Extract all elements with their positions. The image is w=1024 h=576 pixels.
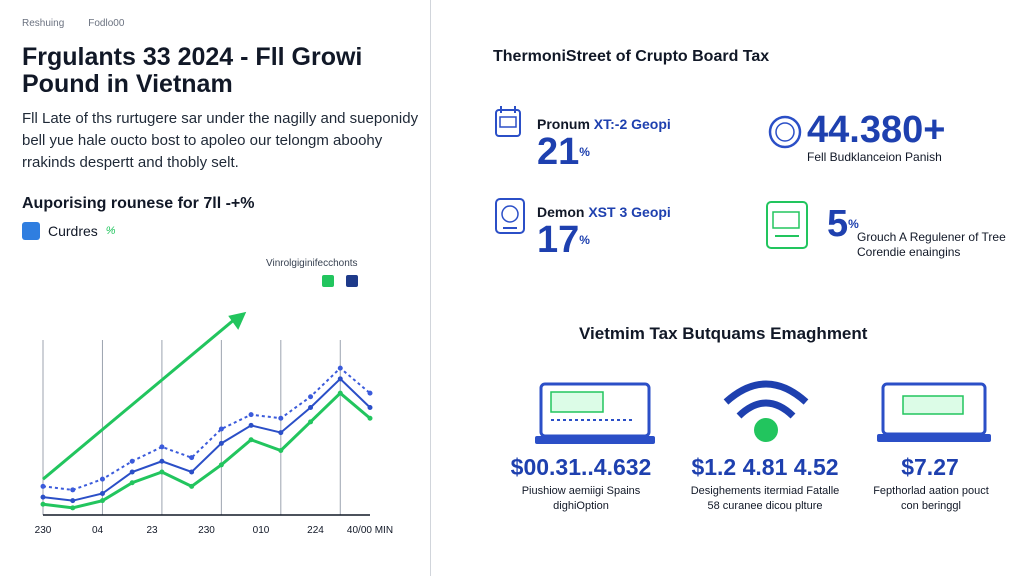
stat-2: 44.380+ Fell Budklanceion Panish	[807, 110, 945, 165]
stat-4: 5% Grouch A Regulener of Tree Corendie e…	[827, 204, 1024, 260]
x-tick-label: 010	[253, 525, 270, 536]
data-point-green-series	[70, 505, 76, 511]
calculator-icon	[493, 196, 527, 243]
stat-3-label-blue: XST 3 Geopi	[588, 204, 671, 220]
legend-curdres: Curdres %	[22, 222, 116, 240]
x-tick-label: 230	[198, 525, 215, 536]
amount-2-desc: Desighements itermiad Fatalle 58 curanee…	[690, 485, 840, 512]
document-chart-icon	[763, 198, 811, 259]
data-point-green-series	[248, 437, 254, 443]
chart-legend: Vinrolgiginifecchonts	[266, 258, 358, 287]
x-tick-label: 224	[307, 525, 324, 536]
amount-1-desc: Piushiow aemiigi Spains dighiOption	[521, 485, 641, 512]
stat-3-label: Demon	[537, 204, 585, 220]
data-point-blue-dotted	[99, 476, 105, 482]
data-point-blue-dotted	[248, 412, 254, 418]
stat-4-suffix: %	[848, 217, 859, 231]
data-point-blue-series	[40, 494, 46, 500]
calendar-icon	[493, 104, 523, 145]
x-tick-label: 23	[146, 525, 158, 536]
data-point-green-series	[40, 501, 46, 507]
stats-title: ThermoniStreet of Crupto Board Tax	[493, 48, 770, 65]
data-point-green-series	[337, 390, 343, 396]
legend-swatch-green	[321, 275, 334, 287]
stat-4-sub: Grouch A Regulener of Tree Corendie enai…	[857, 230, 1006, 259]
stat-1-label-blue: XT:-2 Geopi	[593, 116, 671, 132]
right-panel: ThermoniStreet of Crupto Board Tax Pronu…	[431, 0, 1024, 576]
page-description: Fll Late of ths rurtugere sar under the …	[22, 110, 419, 171]
data-point-green-series	[278, 448, 284, 453]
data-point-blue-dotted	[70, 487, 76, 493]
amount-3-desc: Fepthorlad aation pouct con beringgl	[873, 485, 989, 512]
series-line-blue-series	[42, 377, 371, 502]
chart-legend-title: Vinrolgiginifecchonts	[266, 258, 358, 269]
data-point-blue-dotted	[159, 444, 165, 450]
data-point-green-series	[99, 498, 105, 504]
stat-1: Pronum XT:-2 Geopi 21%	[537, 116, 671, 172]
series-line-blue-dotted	[42, 366, 371, 491]
line-chart: 230 04 23 230 010 224 40/00 MIN	[18, 290, 393, 536]
stat-4-value: 5	[827, 203, 849, 245]
data-point-blue-dotted	[278, 415, 284, 421]
data-point-green-series	[189, 483, 195, 489]
data-point-blue-series	[159, 458, 165, 464]
stat-2-value: 44.380+	[807, 109, 946, 151]
section2-title: Vietmim Tax Butquams Emaghment	[579, 324, 868, 343]
data-point-blue-series	[218, 440, 224, 446]
data-point-blue-series	[278, 430, 284, 436]
data-point-blue-series	[129, 469, 135, 475]
top-meta: Reshuing Fodlo00	[22, 18, 124, 29]
laptop-icon-2	[877, 380, 991, 451]
stat-3-value: 17	[537, 219, 580, 261]
amount-1: $00.31..4.632	[510, 454, 652, 480]
stat-1-suffix: %	[579, 145, 590, 159]
data-point-green-series	[218, 462, 224, 468]
data-point-blue-series	[337, 376, 343, 382]
x-tick-label: 04	[92, 525, 104, 536]
data-point-blue-dotted	[218, 426, 224, 432]
panel-divider	[430, 0, 431, 576]
series-line-green-series	[42, 391, 371, 510]
trend-arrow-head	[228, 311, 247, 330]
laptop-icon	[535, 380, 655, 453]
left-panel: Reshuing Fodlo00 Frgulants 33 2024 - Fll…	[0, 0, 430, 576]
data-point-blue-series	[308, 405, 314, 410]
amount-3: $7.27	[901, 454, 959, 480]
data-point-blue-dotted	[367, 390, 373, 396]
legend-label: Curdres	[48, 223, 98, 239]
data-point-blue-series	[248, 422, 254, 428]
stat-1-value: 21	[537, 131, 580, 173]
coin-icon	[767, 114, 803, 155]
data-point-green-series	[129, 480, 135, 486]
data-point-green-series	[159, 469, 165, 475]
page-title: Frgulants 33 2024 - Fll Growi Pound in V…	[22, 43, 363, 98]
meta-item-1: Reshuing	[22, 18, 65, 29]
trend-arrow-line	[42, 316, 238, 481]
data-point-blue-series	[367, 405, 373, 410]
data-point-blue-dotted	[40, 483, 46, 489]
data-point-blue-series	[189, 469, 195, 475]
stat-3: Demon XST 3 Geopi 17%	[537, 204, 671, 260]
amount-2: $1.2 4.81 4.52	[691, 454, 839, 480]
wifi-icon	[721, 374, 811, 451]
data-point-green-series	[367, 415, 373, 421]
meta-item-2: Fodlo00	[88, 18, 125, 29]
x-tick-label: 40/00 MIN	[347, 525, 393, 536]
data-point-blue-series	[70, 498, 76, 504]
chart-subheading: Auporising rounese for 7ll -+%	[22, 195, 255, 212]
stat-1-label: Pronum	[537, 116, 590, 132]
legend-swatch-blue	[345, 275, 358, 287]
stat-3-suffix: %	[579, 233, 590, 247]
data-point-blue-dotted	[308, 394, 314, 400]
data-point-blue-dotted	[337, 365, 343, 371]
data-point-green-series	[308, 419, 314, 425]
stat-2-sub: Fell Budklanceion Panish	[807, 150, 942, 164]
line-chart-svg: 230 04 23 230 010 224 40/00 MIN	[35, 311, 393, 536]
legend-icon: %	[105, 225, 116, 237]
x-tick-label: 230	[35, 525, 52, 536]
legend-swatch	[22, 222, 40, 240]
data-point-blue-dotted	[129, 458, 135, 464]
data-point-blue-dotted	[189, 455, 195, 461]
data-point-blue-series	[99, 491, 105, 496]
